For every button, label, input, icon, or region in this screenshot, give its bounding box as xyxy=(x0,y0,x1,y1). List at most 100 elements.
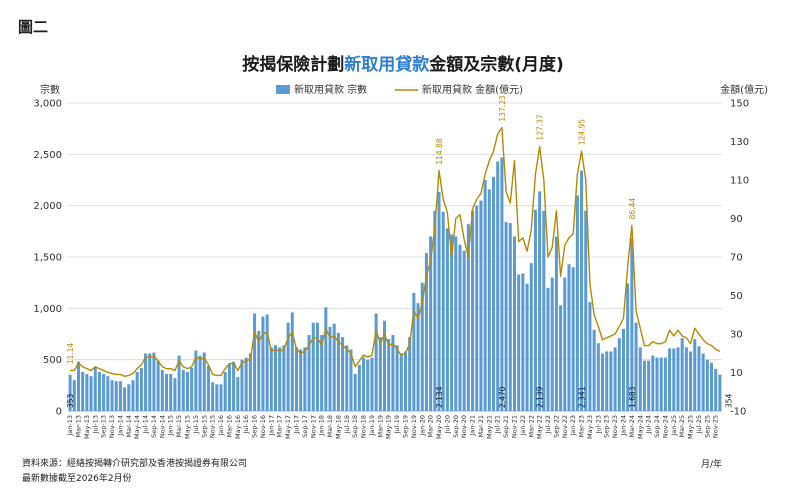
bar xyxy=(244,357,248,411)
bar xyxy=(173,378,177,411)
bar-series xyxy=(68,157,722,411)
bar xyxy=(445,228,449,411)
x-tick: Mar-16 xyxy=(225,415,233,437)
x-tick: Nov-21 xyxy=(510,415,518,438)
bar xyxy=(512,236,516,411)
bar xyxy=(303,347,307,411)
x-tick: Nov-25 xyxy=(712,415,720,438)
bar-data-label: 2,139 xyxy=(536,386,545,408)
bar xyxy=(102,374,106,411)
bar xyxy=(538,191,542,411)
x-tick: Jan-21 xyxy=(469,415,477,437)
bar xyxy=(144,353,148,411)
bar xyxy=(701,353,705,411)
figure-label: 圖二 xyxy=(18,18,49,36)
x-tick: May-23 xyxy=(586,415,594,439)
bar xyxy=(651,355,655,411)
bar xyxy=(211,382,215,411)
bar-data-label: 1,683 xyxy=(628,386,637,408)
bar xyxy=(118,381,122,411)
x-tick: Jul-17 xyxy=(292,415,300,434)
bar xyxy=(621,328,625,411)
x-tick: May-20 xyxy=(435,415,443,439)
bar xyxy=(642,360,646,411)
bar xyxy=(366,359,370,411)
bar xyxy=(374,313,378,411)
legend-bar-label: 新取用貸款 宗數 xyxy=(294,83,367,96)
y-right-tick: 50 xyxy=(730,291,743,302)
x-tick: May-13 xyxy=(83,415,91,439)
bar xyxy=(605,351,609,411)
bar xyxy=(588,302,592,411)
title-part-3: 金額及宗數(月度) xyxy=(428,54,564,75)
x-tick: Jan-19 xyxy=(368,415,376,437)
line-data-label: 127.37 xyxy=(536,114,545,140)
x-tick: May-22 xyxy=(536,415,544,439)
bar xyxy=(106,376,110,411)
bar xyxy=(202,352,206,411)
bar xyxy=(353,374,357,411)
y-right-tick: 130 xyxy=(730,137,749,148)
x-tick: Mar-13 xyxy=(74,415,82,437)
bar xyxy=(240,359,244,411)
bar xyxy=(307,335,311,411)
bar xyxy=(135,371,139,411)
bar xyxy=(575,195,579,411)
bar xyxy=(697,346,701,411)
bar xyxy=(592,329,596,411)
x-tick: Jul-24 xyxy=(645,415,653,434)
bar xyxy=(441,211,445,411)
x-tick: Jul-14 xyxy=(142,415,150,434)
y-right-tick: -10 xyxy=(730,407,746,418)
bar xyxy=(160,369,164,411)
y-right-axis: -10 10 30 50 70 90 110 130 150 xyxy=(730,99,749,418)
x-tick: Jul-13 xyxy=(91,415,99,434)
y-right-tick: 70 xyxy=(730,253,743,264)
bar xyxy=(504,222,508,411)
bar xyxy=(357,364,361,411)
x-tick: Sep-23 xyxy=(603,415,611,438)
x-tick: Jan-24 xyxy=(619,415,627,437)
x-tick: Jul-23 xyxy=(594,415,602,434)
bar xyxy=(483,180,487,411)
bar xyxy=(89,376,93,411)
bar xyxy=(265,314,269,411)
bar xyxy=(571,267,575,411)
bar xyxy=(383,320,387,411)
bar xyxy=(429,236,433,411)
x-tick: Sep-15 xyxy=(200,415,208,438)
title-part-2: 新取用貸款 xyxy=(344,54,430,75)
bar xyxy=(500,157,504,411)
bar xyxy=(584,210,588,411)
bar xyxy=(479,200,483,411)
x-tick: Mar-19 xyxy=(376,415,384,437)
bar xyxy=(647,360,651,411)
date-note: 最新數據截至2026年2月份 xyxy=(22,472,132,484)
y-left-tick: 500 xyxy=(43,355,62,366)
x-tick: Sep-25 xyxy=(703,415,711,438)
bar xyxy=(391,335,395,411)
bar-data-label: 354 xyxy=(724,393,733,408)
x-tick: May-16 xyxy=(234,415,242,439)
bar xyxy=(282,345,286,411)
bar xyxy=(634,322,638,411)
y-left-tick: 0 xyxy=(56,407,62,418)
bar xyxy=(466,224,470,411)
y-left-tick: 3,000 xyxy=(33,99,62,110)
legend-line-label: 新取用貸款 金額(億元) xyxy=(422,83,523,96)
bar xyxy=(710,362,714,411)
x-tick: Sep-13 xyxy=(100,415,108,438)
bar xyxy=(97,371,101,411)
bar xyxy=(420,282,424,411)
bar xyxy=(412,292,416,411)
y-right-tick: 150 xyxy=(730,99,749,110)
line-data-label: 20.95 xyxy=(731,0,753,2)
bar xyxy=(672,348,676,411)
bar xyxy=(185,371,189,411)
line-data-label: 86.44 xyxy=(628,198,637,220)
bar xyxy=(554,236,558,411)
bar xyxy=(311,322,315,411)
bar xyxy=(336,332,340,411)
x-tick: May-15 xyxy=(183,415,191,439)
bar xyxy=(408,337,412,411)
